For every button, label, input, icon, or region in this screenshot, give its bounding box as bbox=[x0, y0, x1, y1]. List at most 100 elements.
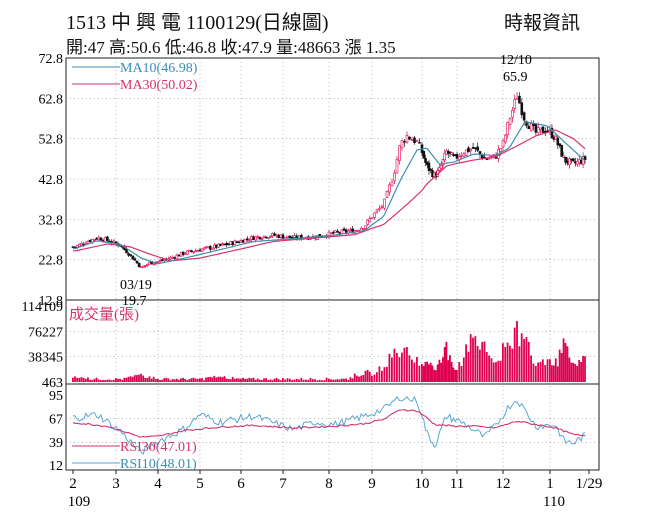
volume-bar bbox=[252, 377, 255, 382]
volume-bar bbox=[201, 378, 203, 382]
volume-bar bbox=[580, 362, 582, 382]
volume-bar bbox=[336, 379, 339, 382]
price-panel-frame bbox=[65, 57, 600, 301]
rsi-tick-label: 12 bbox=[49, 459, 63, 474]
x-tick-label: 6 bbox=[237, 476, 245, 492]
volume-bar bbox=[502, 343, 504, 382]
candle-body bbox=[443, 152, 447, 161]
volume-bar bbox=[196, 379, 199, 382]
candle-body bbox=[583, 156, 587, 161]
candle-body bbox=[393, 172, 396, 182]
volume-bar bbox=[288, 378, 291, 382]
volume-bar bbox=[378, 366, 381, 382]
volume-bar bbox=[426, 361, 429, 382]
candle-body bbox=[227, 243, 230, 246]
candle-body bbox=[148, 261, 151, 265]
price-tick-label: 12.8 bbox=[39, 294, 64, 309]
volume-bar bbox=[207, 377, 209, 382]
volume-bar bbox=[146, 378, 149, 382]
volume-bar bbox=[418, 365, 421, 382]
volume-bar bbox=[223, 376, 226, 382]
volume-bar bbox=[72, 377, 74, 382]
candle-body bbox=[513, 98, 517, 109]
volume-bar bbox=[568, 357, 571, 382]
volume-bar bbox=[373, 374, 376, 382]
volume-bar bbox=[165, 377, 168, 382]
volume-bar bbox=[562, 338, 565, 382]
volume-bar bbox=[358, 376, 360, 382]
candle-body bbox=[518, 95, 521, 104]
volume-bar bbox=[546, 359, 549, 382]
volume-bar bbox=[248, 377, 251, 382]
volume-bar bbox=[157, 378, 159, 382]
candle-body bbox=[192, 251, 195, 253]
volume-tick-label: 76227 bbox=[28, 325, 63, 340]
candle-body bbox=[408, 136, 411, 140]
volume-bar bbox=[391, 357, 393, 382]
candle-body bbox=[460, 154, 463, 157]
volume-bar bbox=[351, 378, 354, 382]
candle-body bbox=[139, 266, 143, 269]
volume-bar bbox=[549, 359, 551, 382]
volume-bar bbox=[316, 380, 319, 382]
candle-body bbox=[246, 238, 249, 241]
candle-body bbox=[196, 250, 200, 252]
candle-body bbox=[422, 150, 426, 159]
volume-bar bbox=[133, 375, 136, 382]
volume-bar bbox=[275, 377, 278, 382]
candle-body bbox=[429, 168, 433, 171]
volume-bar bbox=[509, 345, 511, 382]
volume-bar bbox=[483, 341, 486, 382]
candle-body bbox=[418, 141, 421, 144]
candle-body bbox=[529, 123, 533, 132]
volume-bar bbox=[438, 359, 441, 382]
candle-body bbox=[558, 143, 562, 146]
volume-bar bbox=[104, 379, 107, 382]
candle-body bbox=[362, 228, 365, 230]
candle-body bbox=[342, 228, 346, 231]
candle-body bbox=[556, 137, 560, 146]
volume-bar bbox=[277, 379, 280, 382]
volume-bar bbox=[108, 379, 111, 382]
rsi30-line bbox=[72, 409, 586, 438]
volume-bar bbox=[416, 356, 418, 382]
candle-body bbox=[80, 242, 83, 246]
volume-bar bbox=[396, 352, 398, 382]
candle-body bbox=[527, 125, 531, 130]
candle-body bbox=[177, 254, 181, 257]
candle-body bbox=[476, 146, 480, 151]
candle-body bbox=[464, 149, 468, 156]
volume-bar bbox=[458, 362, 461, 382]
volume-bar bbox=[298, 379, 300, 382]
rsi-tick-label: 67 bbox=[49, 413, 63, 428]
candle-body bbox=[281, 234, 285, 239]
candle-body bbox=[534, 123, 538, 133]
volume-bar bbox=[490, 358, 493, 382]
candle-body bbox=[288, 235, 292, 238]
volume-bar bbox=[171, 379, 174, 382]
volume-bar bbox=[84, 378, 87, 382]
candle-body bbox=[76, 245, 79, 248]
volume-bar bbox=[119, 378, 121, 382]
volume-bar bbox=[74, 376, 76, 382]
volume-bar bbox=[518, 346, 521, 382]
volume-bar bbox=[106, 379, 109, 382]
candle-body bbox=[450, 152, 454, 155]
candle-body bbox=[395, 158, 399, 174]
candle-body bbox=[400, 140, 404, 149]
candle-body bbox=[235, 241, 239, 243]
volume-bar bbox=[584, 356, 586, 382]
candle-body bbox=[142, 265, 145, 268]
volume-bar bbox=[421, 364, 423, 382]
high-annotation-date: 12/10 bbox=[500, 53, 532, 68]
volume-bar bbox=[300, 377, 303, 382]
volume-bar bbox=[485, 352, 488, 382]
candle-body bbox=[279, 234, 283, 238]
x-tick-label: 3 bbox=[112, 476, 120, 492]
candle-body bbox=[520, 102, 524, 116]
candle-body bbox=[441, 159, 445, 166]
volume-bar bbox=[240, 378, 242, 382]
candle-body bbox=[146, 263, 149, 266]
data-source: 時報資訊 bbox=[504, 13, 581, 34]
volume-bar bbox=[102, 379, 104, 382]
